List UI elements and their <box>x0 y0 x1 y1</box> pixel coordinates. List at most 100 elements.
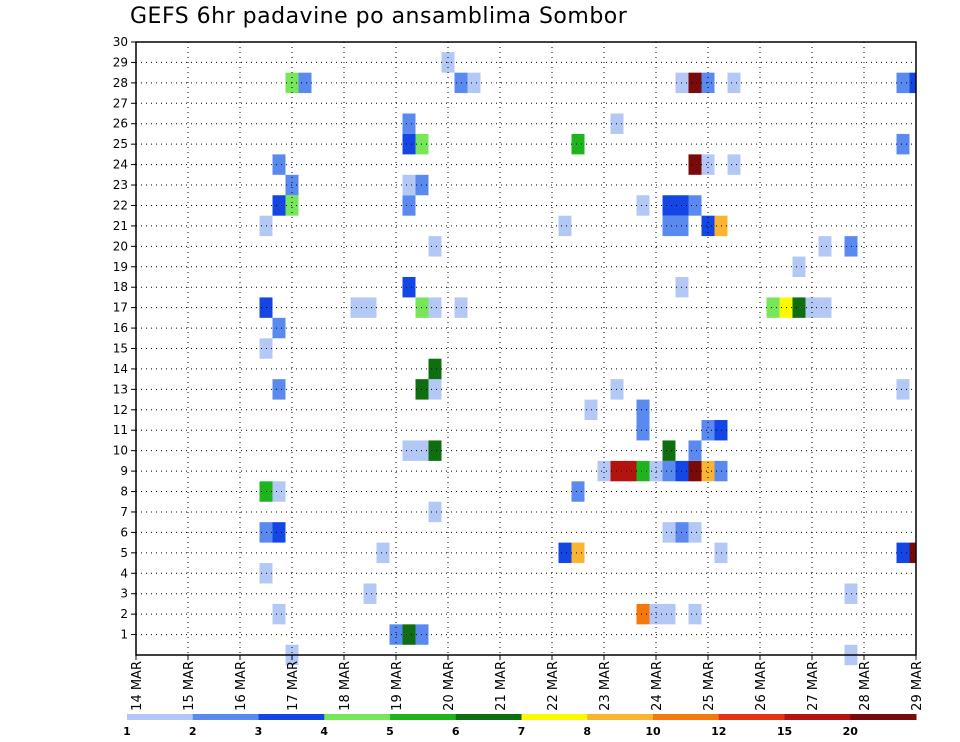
legend-swatch <box>324 714 391 720</box>
x-tick-label: 18 MAR <box>338 661 353 711</box>
x-tick-label: 25 MAR <box>702 661 717 711</box>
chart-title: GEFS 6hr padavine po ansamblima Sombor <box>130 4 628 29</box>
heatmap-cell <box>688 460 702 482</box>
x-tick-label: 28 MAR <box>858 661 873 711</box>
heatmap-cell <box>909 72 916 94</box>
heatmap-cell <box>467 72 481 94</box>
heatmap-cell <box>272 379 286 400</box>
heatmap-cell <box>428 297 442 318</box>
heatmap-cell <box>688 195 702 216</box>
x-tick-label: 17 MAR <box>286 661 301 711</box>
heatmap-cell <box>701 420 715 441</box>
x-axis: 14 MAR 15 MAR 16 MAR 17 MAR 18 MAR 19 MAR 20 M… <box>130 655 925 711</box>
legend-swatch <box>850 714 917 720</box>
y-tick-label: 9 <box>120 464 128 478</box>
y-tick-label: 15 <box>113 342 128 356</box>
x-tick-label: 26 MAR <box>754 661 769 711</box>
heatmap-cell <box>662 195 676 216</box>
y-tick-label: 20 <box>113 239 128 253</box>
heatmap-cell <box>272 522 286 543</box>
y-tick-label: 18 <box>113 280 128 294</box>
y-tick-label: 8 <box>120 485 128 499</box>
heatmap-cell <box>688 603 702 625</box>
heatmap-cell <box>662 440 676 461</box>
legend-tick-label: 15 <box>777 725 792 738</box>
heatmap-cell <box>402 440 416 461</box>
heatmap-cell <box>363 297 377 318</box>
heatmap-cell <box>272 154 286 175</box>
heatmap-cell <box>636 399 650 421</box>
heatmap-cell <box>428 236 442 257</box>
x-tick-label: 21 MAR <box>494 661 509 711</box>
legend-swatch <box>258 714 325 720</box>
heatmap-cell <box>636 603 650 625</box>
heatmap-cell <box>701 154 715 175</box>
y-tick-label: 22 <box>113 198 128 212</box>
y-tick-label: 28 <box>113 76 128 90</box>
y-tick-label: 1 <box>120 628 128 642</box>
heatmap-cell <box>727 72 741 94</box>
heatmap-cell <box>896 133 910 155</box>
x-tick-label: 22 MAR <box>546 661 561 711</box>
x-tick-label: 24 MAR <box>650 661 665 711</box>
heatmap-cell <box>662 603 676 625</box>
x-tick-label: 14 MAR <box>130 661 145 711</box>
heatmap-cell <box>701 460 715 482</box>
y-tick-label: 11 <box>113 423 128 437</box>
heatmap-cell <box>558 215 572 237</box>
heatmap-cell <box>766 297 780 318</box>
heatmap-cell <box>272 195 286 216</box>
color-legend: 1 2 3 4 5 6 7 8 10 12 15 20 <box>123 714 917 738</box>
heatmap-cell <box>688 154 702 175</box>
heatmap-cell <box>558 542 572 564</box>
heatmap-cell <box>662 522 676 543</box>
heatmap-cell <box>402 133 416 155</box>
legend-swatch <box>718 714 785 720</box>
heatmap-cell <box>662 460 676 482</box>
heatmap-cell <box>688 522 702 543</box>
legend-tick-label: 4 <box>320 725 328 738</box>
legend-tick-label: 12 <box>711 725 726 738</box>
y-tick-label: 2 <box>120 607 128 621</box>
heatmap-cell <box>896 542 910 564</box>
heatmap-cell <box>571 133 585 155</box>
y-tick-label: 17 <box>113 301 128 315</box>
heatmap-cell <box>597 460 611 482</box>
x-tick-label: 23 MAR <box>598 661 613 711</box>
heatmap-cell <box>688 72 702 94</box>
heatmap-cell <box>272 603 286 625</box>
x-tick-label: 27 MAR <box>806 661 821 711</box>
legend-tick-label: 6 <box>452 725 460 738</box>
heatmap-cell <box>818 236 832 257</box>
y-tick-label: 4 <box>120 566 128 580</box>
heatmap-cell <box>571 542 585 564</box>
y-tick-label: 7 <box>120 505 128 519</box>
y-tick-label: 19 <box>113 260 128 274</box>
y-tick-label: 21 <box>113 219 128 233</box>
x-tick-label: 20 MAR <box>442 661 457 711</box>
y-tick-label: 26 <box>113 117 128 131</box>
legend-tick-label: 3 <box>255 725 263 738</box>
heatmap-cell <box>792 256 806 277</box>
legend-tick-label: 10 <box>645 725 661 738</box>
y-tick-label: 3 <box>120 587 128 601</box>
heatmap-cell <box>363 583 377 604</box>
heatmap-cell <box>818 297 832 318</box>
heatmap-cell <box>896 72 910 94</box>
heatmap-cell <box>428 501 442 523</box>
heatmap-cell <box>402 624 416 645</box>
heatmap-cell <box>298 72 312 94</box>
heatmap-cells <box>259 52 916 666</box>
heatmap-cell <box>623 460 637 482</box>
legend-swatch <box>455 714 522 720</box>
heatmap-cell <box>402 113 416 134</box>
legend-tick-label: 20 <box>843 725 859 738</box>
y-tick-label: 16 <box>113 321 128 335</box>
heatmap-cell <box>571 481 585 502</box>
y-tick-label: 10 <box>113 444 128 458</box>
legend-swatch <box>127 714 194 720</box>
heatmap-cell <box>701 215 715 237</box>
legend-tick-label: 5 <box>386 725 394 738</box>
heatmap-cell <box>428 358 442 380</box>
y-tick-label: 25 <box>113 137 128 151</box>
